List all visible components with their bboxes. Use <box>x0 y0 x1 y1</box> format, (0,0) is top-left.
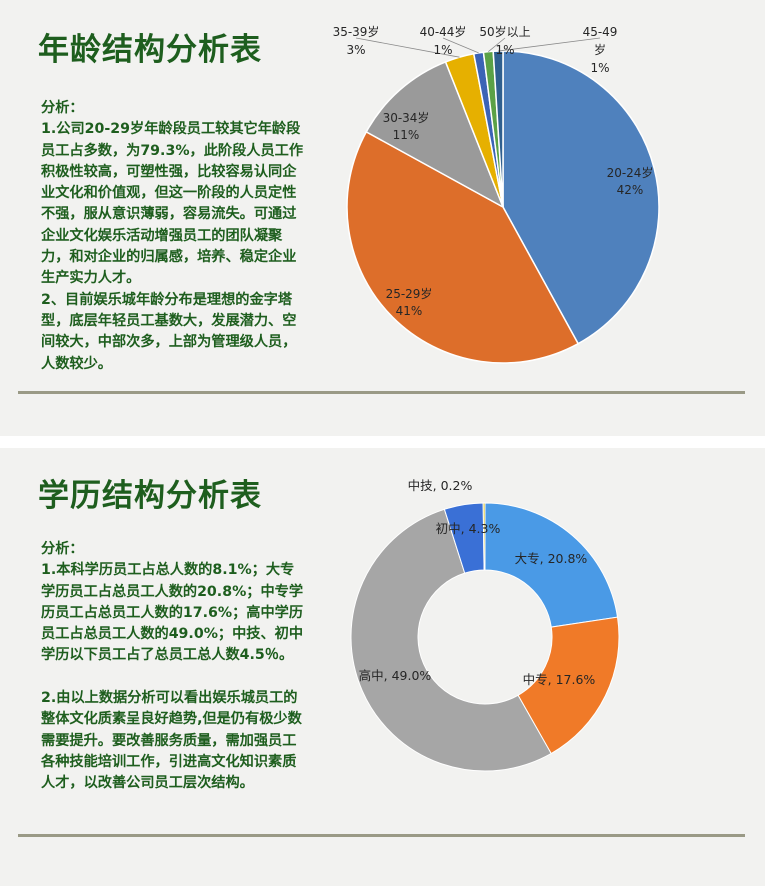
age-slice-3 <box>365 60 505 209</box>
edu-divider <box>18 834 745 837</box>
age-label-3: 30-34岁 11% <box>383 110 430 142</box>
edu-donut-chart: 大专, 20.8% 中专, 17.6% 高中, 49.0% 初中, 4.3% 中技, 0… <box>350 478 620 772</box>
edu-title: 学历结构分析表 <box>38 478 262 514</box>
age-divider <box>18 391 745 394</box>
edu-label-1: 大专, 20.8% <box>515 551 588 566</box>
edu-analysis-text: 分析： 1.本科学历员工占总人数的8.1%；大专学历员工占总员工人数的20.8%… <box>41 541 304 792</box>
edu-slice-2 <box>517 616 620 755</box>
edu-label-2: 中专, 17.6% <box>523 672 596 687</box>
age-leader-line-5 <box>442 37 479 54</box>
edu-label-3: 高中, 49.0% <box>359 668 432 683</box>
edu-label-5: 中技, 0.2% <box>408 478 473 493</box>
age-title: 年龄结构分析表 <box>38 32 262 68</box>
edu-panel: 学历结构分析表 分析： 1.本科学历员工占总人数的8.1%；大专学历员工占总员工… <box>0 448 765 886</box>
age-slice-1 <box>502 50 660 345</box>
age-analysis-text: 分析： 1.公司20-29岁年龄段员工较其它年龄段员工占多数，为79.3%，此阶… <box>41 100 304 372</box>
age-label-5: 40-44岁 1% <box>420 24 467 57</box>
age-leader-line-4 <box>355 37 460 58</box>
age-leader-line-7 <box>498 37 601 52</box>
age-pie-chart: 20-24岁 42% 25-29岁 41% 30-34岁 11% 35-39岁 3% 40-44… <box>333 24 660 364</box>
age-label-4: 35-39岁 3% <box>333 24 380 57</box>
edu-slice-1 <box>484 502 619 628</box>
edu-slice-3 <box>350 508 552 772</box>
age-label-6: 50岁以上 1% <box>479 24 530 57</box>
age-label-1: 20-24岁 42% <box>607 165 654 197</box>
age-label-7: 45-49 岁 1% <box>583 25 618 75</box>
age-label-2: 25-29岁 41% <box>386 286 433 318</box>
age-panel: 年龄结构分析表 分析： 1.公司20-29岁年龄段员工较其它年龄段员工占多数，为… <box>0 0 765 436</box>
age-slice-2 <box>346 130 580 364</box>
age-leader-line-6 <box>488 37 506 53</box>
edu-label-4: 初中, 4.3% <box>436 521 501 536</box>
edu-slice-5 <box>482 502 486 571</box>
